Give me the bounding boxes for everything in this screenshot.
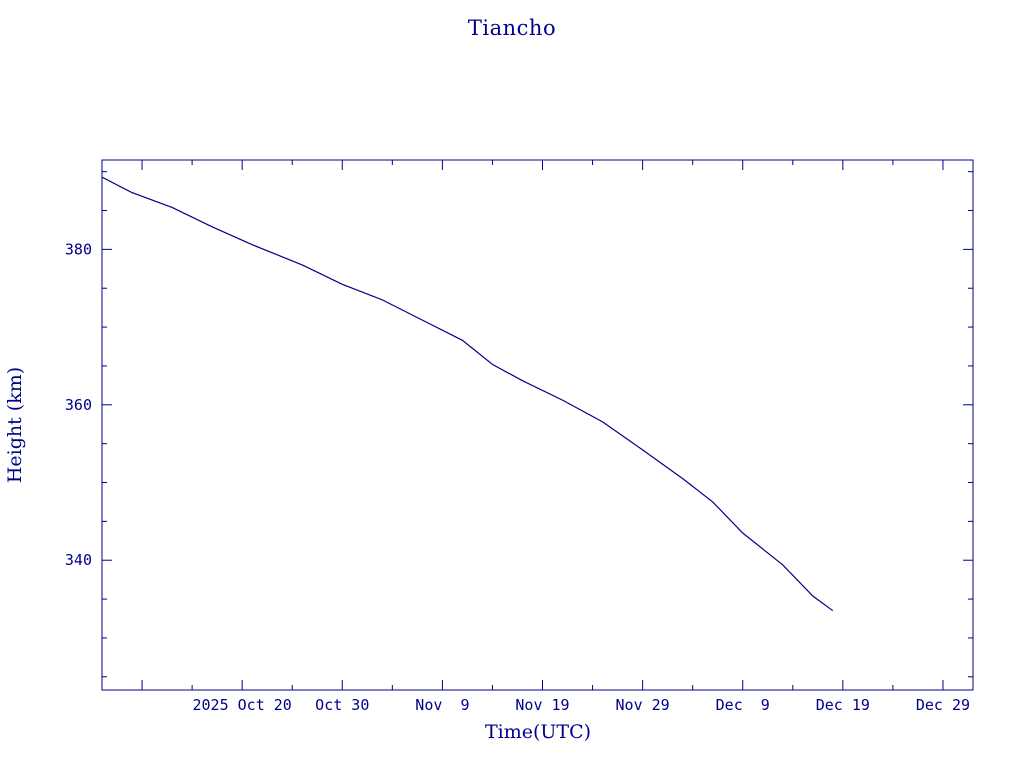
x-tick-label: Nov 29: [616, 696, 670, 714]
plot-frame: [101, 159, 974, 691]
x-tick-label: Dec 29: [916, 696, 970, 714]
x-tick-label: Oct 30: [315, 696, 369, 714]
tick-labels: 2025 Oct 20 Oct 30 Nov 9 Nov 19 Nov 29 Dec 9 D…: [65, 240, 970, 714]
x-tick-label: 2025 Oct 20: [192, 696, 291, 714]
y-axis-title: Height (km): [4, 367, 26, 483]
chart-title: Tiancho: [467, 16, 557, 40]
series-line: [101, 176, 834, 612]
y-tick-label: 380: [65, 240, 92, 258]
tick-marks: [102, 160, 973, 690]
x-tick-label: Dec 19: [816, 696, 870, 714]
x-axis-title: Time(UTC): [485, 721, 591, 743]
y-tick-label: 340: [65, 551, 92, 569]
x-tick-label: Nov 19: [515, 696, 569, 714]
y-tick-label: 360: [65, 396, 92, 414]
x-tick-label: Dec 9: [716, 696, 770, 714]
x-tick-label: Nov 9: [415, 696, 469, 714]
